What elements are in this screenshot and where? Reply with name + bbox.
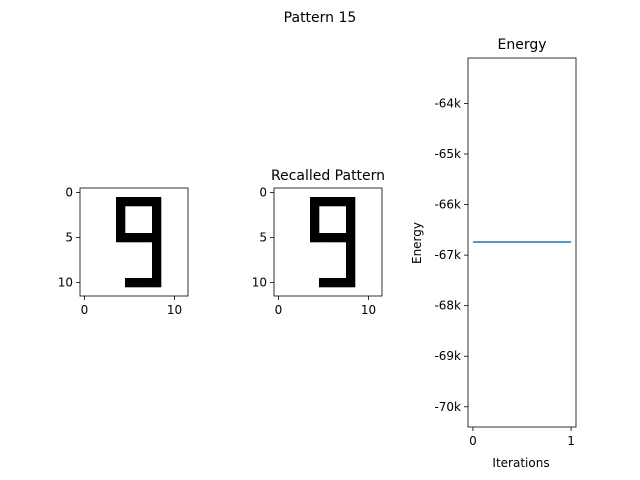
- y-tick-label: 0: [65, 186, 73, 200]
- pattern-frame: [79, 187, 189, 297]
- pattern-pixel: [346, 269, 356, 279]
- y-tick-label: 10: [252, 276, 267, 290]
- pattern-pixel: [125, 278, 135, 288]
- pattern-pixel: [310, 197, 320, 207]
- recalled-pattern-panel: Recalled Pattern 0 10 0 5 10: [252, 168, 385, 317]
- x-tick-label: 10: [361, 303, 376, 317]
- y-tick-label: -67k: [434, 248, 461, 262]
- pattern-pixel: [116, 197, 126, 207]
- pattern-pixel: [310, 215, 320, 225]
- pattern-pixel: [346, 233, 356, 243]
- pattern-pixel: [346, 197, 356, 207]
- input-pattern-panel: 0 10 0 5 10: [58, 186, 189, 317]
- pattern-pixel: [337, 197, 347, 207]
- y-tick-label: -65k: [434, 147, 461, 161]
- pattern-frame: [273, 187, 383, 297]
- pattern-pixel: [152, 206, 162, 216]
- pattern-pixel: [143, 233, 153, 243]
- pattern-pixel: [152, 233, 162, 243]
- pattern-pixel: [328, 233, 338, 243]
- pattern-pixel: [310, 233, 320, 243]
- y-tick-label: 5: [259, 231, 267, 245]
- pattern-pixel: [134, 197, 144, 207]
- pattern-pixel: [346, 206, 356, 216]
- y-tick-label: -69k: [434, 349, 461, 363]
- pattern-pixel: [328, 197, 338, 207]
- pattern-pixel: [152, 260, 162, 270]
- energy-panel: Energy Iterations Energy -64k -65k -66k -67…: [410, 37, 577, 470]
- x-tick-label: 0: [469, 434, 477, 448]
- pattern-pixel: [116, 233, 126, 243]
- pattern-pixel: [319, 197, 329, 207]
- pattern-pixel: [319, 233, 329, 243]
- pattern-pixel: [346, 242, 356, 252]
- pattern-pixel: [116, 224, 126, 234]
- pattern-pixel: [152, 278, 162, 288]
- pattern-pixel: [134, 233, 144, 243]
- figure-title: Pattern 15: [284, 10, 357, 26]
- pattern-pixel: [152, 197, 162, 207]
- y-tick-label: -64k: [434, 96, 461, 110]
- pattern-pixel: [125, 233, 135, 243]
- pattern-pixel: [346, 215, 356, 225]
- pattern-pixel: [346, 260, 356, 270]
- x-tick-label: 0: [275, 303, 283, 317]
- pattern-pixel: [319, 278, 329, 288]
- y-tick-label: 10: [58, 276, 73, 290]
- pattern-pixel: [125, 197, 135, 207]
- pattern-pixel: [152, 269, 162, 279]
- pattern-pixel: [337, 278, 347, 288]
- pattern-pixel: [310, 224, 320, 234]
- pattern-pixel: [152, 242, 162, 252]
- recalled-pattern-title: Recalled Pattern: [271, 168, 385, 184]
- x-tick-label: 0: [81, 303, 89, 317]
- pattern-pixel: [134, 278, 144, 288]
- pattern-pixel: [143, 278, 153, 288]
- pattern-pixel: [152, 224, 162, 234]
- pattern-pixel: [346, 224, 356, 234]
- energy-axes-frame: [467, 57, 577, 428]
- x-tick-label: 1: [567, 434, 575, 448]
- x-tick-label: 10: [167, 303, 182, 317]
- energy-x-axis-label: Iterations: [492, 456, 549, 470]
- energy-title: Energy: [497, 37, 546, 53]
- pattern-pixel: [346, 278, 356, 288]
- pattern-pixel: [116, 215, 126, 225]
- y-tick-label: 0: [259, 186, 267, 200]
- pattern-pixel: [143, 197, 153, 207]
- y-tick-label: 5: [65, 231, 73, 245]
- pattern-pixel: [337, 233, 347, 243]
- pattern-pixel: [116, 206, 126, 216]
- pattern-pixel: [310, 206, 320, 216]
- pattern-pixel: [346, 251, 356, 261]
- y-tick-label: -70k: [434, 400, 461, 414]
- y-tick-label: -66k: [434, 198, 461, 212]
- y-tick-label: -68k: [434, 299, 461, 313]
- pattern-pixel: [328, 278, 338, 288]
- pattern-pixel: [152, 215, 162, 225]
- pattern-pixel: [152, 251, 162, 261]
- energy-y-axis-label: Energy: [410, 222, 424, 264]
